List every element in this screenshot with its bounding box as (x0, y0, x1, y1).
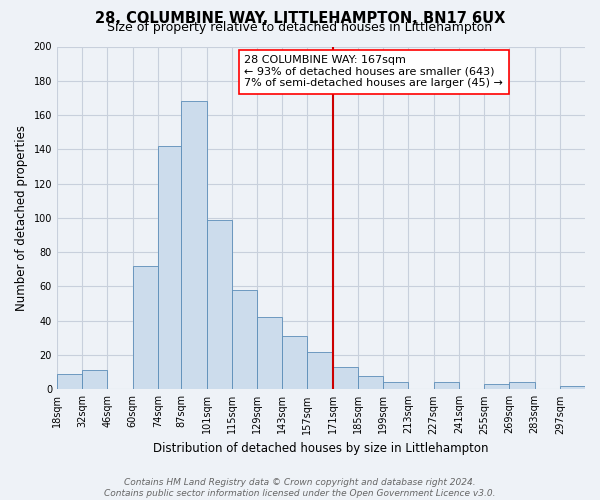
X-axis label: Distribution of detached houses by size in Littlehampton: Distribution of detached houses by size … (153, 442, 489, 455)
Bar (257, 318, 282, 390)
Bar (82, 370, 107, 390)
Bar (307, 352, 332, 390)
Bar (232, 290, 257, 390)
Bar (434, 382, 459, 390)
Text: 28, COLUMBINE WAY, LITTLEHAMPTON, BN17 6UX: 28, COLUMBINE WAY, LITTLEHAMPTON, BN17 6… (95, 11, 505, 26)
Bar (560, 386, 585, 390)
Bar (358, 376, 383, 390)
Bar (133, 266, 158, 390)
Bar (181, 102, 206, 390)
Text: 28 COLUMBINE WAY: 167sqm
← 93% of detached houses are smaller (643)
7% of semi-d: 28 COLUMBINE WAY: 167sqm ← 93% of detach… (244, 55, 503, 88)
Bar (282, 336, 307, 390)
Bar (158, 146, 181, 390)
Text: Contains HM Land Registry data © Crown copyright and database right 2024.
Contai: Contains HM Land Registry data © Crown c… (104, 478, 496, 498)
Bar (206, 220, 232, 390)
Y-axis label: Number of detached properties: Number of detached properties (15, 125, 28, 311)
Bar (509, 382, 535, 390)
Bar (57, 374, 82, 390)
Text: Size of property relative to detached houses in Littlehampton: Size of property relative to detached ho… (107, 22, 493, 35)
Bar (383, 382, 409, 390)
Bar (484, 384, 509, 390)
Bar (332, 367, 358, 390)
